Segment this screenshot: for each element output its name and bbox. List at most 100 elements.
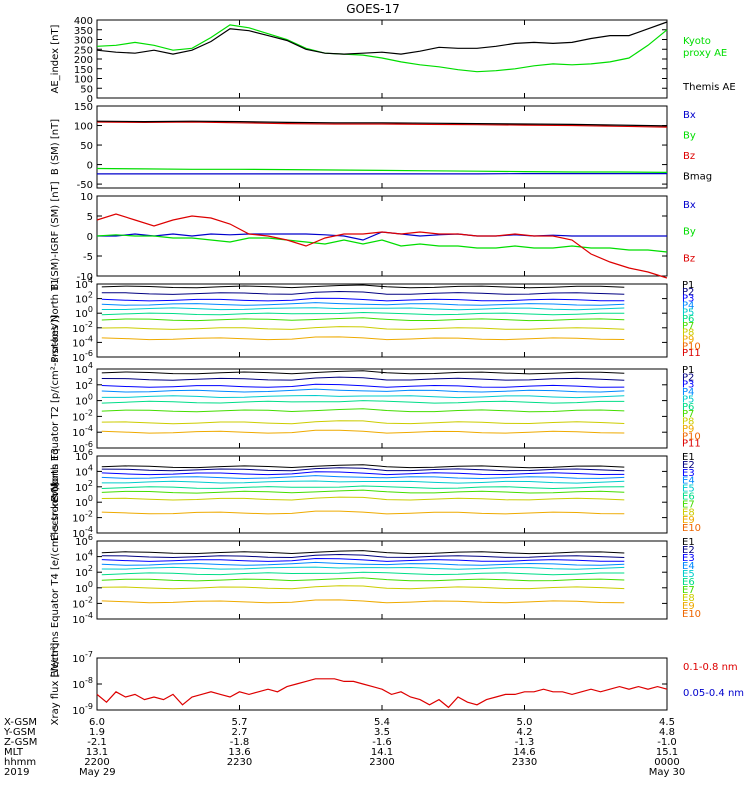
channel-line-E6 (101, 571, 625, 576)
channel-label: E3 (682, 553, 695, 564)
channel-line-P8 (101, 420, 625, 425)
y-tick-label: 10-4 (72, 424, 93, 439)
legend-entry: 0.05-0.4 nm (683, 688, 744, 699)
y-tick-label: 106 (75, 533, 93, 548)
ephem-value: 15.1 (656, 747, 678, 758)
ephem-value: 5.7 (232, 717, 248, 728)
y-tick-label: 10-4 (72, 525, 93, 540)
channel-label: P8 (682, 328, 694, 339)
panel-frame (96, 105, 668, 189)
channel-label: P11 (682, 439, 701, 450)
y-tick-label: 10-6 (72, 349, 93, 364)
channel-label: P3 (682, 294, 694, 305)
channel-label: E7 (682, 499, 695, 510)
ephem-row-label: hhmm (4, 757, 36, 768)
ephem-value: 5.4 (374, 717, 390, 728)
channel-line-P1 (101, 284, 625, 289)
legend-entry: Bz (683, 253, 695, 264)
channel-label: E4 (682, 476, 695, 487)
channel-label: P8 (682, 417, 694, 428)
panel-frame (96, 19, 668, 99)
y-tick-label: 10-4 (72, 334, 93, 349)
channel-label: P4 (682, 300, 694, 311)
channel-line-P4 (101, 388, 625, 393)
ephem-row-label: X-GSM (4, 717, 37, 728)
y-tick-label: 100 (75, 580, 93, 595)
y-axis-label: Xray flux [W/m²] (50, 643, 61, 726)
channel-label: E4 (682, 561, 695, 572)
ephem-value: -1.8 (230, 737, 250, 748)
y-tick-label: 100 (75, 494, 93, 509)
legend-entry: By (683, 131, 696, 142)
y-tick-label: 102 (75, 479, 93, 494)
channel-line-P4 (101, 302, 625, 306)
channel-line-E5 (101, 566, 625, 570)
legend-entry: 0.1-0.8 nm (683, 662, 738, 673)
channel-line-P6 (101, 311, 625, 316)
channel-line-P2 (101, 376, 625, 381)
ephem-value: 0000 (654, 757, 679, 768)
y-tick-label: 0 (87, 161, 93, 172)
channel-label: E1 (682, 537, 695, 548)
series-ae-0 (96, 24, 668, 73)
series-bigrf-1 (96, 234, 668, 253)
ephem-value: 13.1 (86, 747, 108, 758)
y-tick-label: -50 (77, 180, 93, 191)
channel-label: P1 (682, 365, 694, 376)
channel-label: P10 (682, 341, 701, 352)
channel-line-E8 (101, 585, 625, 590)
series-bigrf-0 (97, 231, 667, 241)
ephem-value: -2.1 (87, 737, 107, 748)
channel-line-E1 (101, 550, 625, 555)
series-xray-0 (96, 678, 668, 709)
channel-label: P5 (682, 394, 694, 405)
y-tick-label: 10-7 (72, 650, 93, 665)
y-axis-label: Electrons Equator T4 [e/(cm²-s-sr-keV)] (50, 482, 61, 677)
y-tick-label: 150 (74, 102, 93, 113)
ephem-row-label: 2019 (4, 767, 29, 778)
ephem-value: 4.8 (659, 727, 675, 738)
figure-title: GOES-17 (346, 2, 400, 16)
channel-label: E6 (682, 492, 695, 503)
y-axis-label: B (SM) [nT] (50, 119, 61, 175)
channel-line-P9 (101, 336, 625, 341)
panel-frame (96, 368, 668, 449)
y-tick-label: 104 (75, 549, 93, 564)
channel-line-P5 (101, 307, 625, 311)
y-tick-label: 106 (75, 448, 93, 463)
ephem-value: 6.0 (89, 717, 105, 728)
legend-entry: Kyoto (683, 36, 711, 47)
series-bsm-3 (96, 120, 668, 127)
channel-label: P3 (682, 380, 694, 391)
channel-label: E10 (682, 523, 701, 534)
channel-label: E8 (682, 507, 695, 518)
ephem-value: -1.3 (515, 737, 535, 748)
channel-label: E5 (682, 569, 695, 580)
legend-entry: Bx (683, 110, 696, 121)
channel-label: E1 (682, 452, 695, 463)
legend-entry: Bz (683, 151, 695, 162)
ephem-value: 2300 (369, 757, 394, 768)
channel-line-E7 (101, 489, 625, 494)
legend-entry: Themis AE (682, 82, 736, 93)
channel-line-P2 (101, 290, 625, 295)
y-tick-label: 50 (80, 84, 93, 95)
channel-line-E9 (101, 599, 625, 604)
panel-bsm: -50 0 50 100 150 B (SM) [nT] Bx By Bz Bmag (50, 102, 712, 191)
y-tick-label: 350 (74, 26, 93, 37)
y-tick-label: 100 (75, 393, 93, 408)
y-tick-label: 10-8 (72, 676, 93, 691)
channel-label: P7 (682, 409, 694, 420)
y-tick-label: 150 (74, 65, 93, 76)
y-tick-label: 102 (75, 377, 93, 392)
legend-entry: By (683, 227, 696, 238)
y-tick-label: -10 (77, 272, 93, 283)
y-tick-label: 104 (75, 361, 93, 376)
channel-label: E2 (682, 545, 695, 556)
ephem-value: May 29 (79, 767, 116, 778)
channel-label: P9 (682, 335, 694, 346)
panel-xray: 10-9 10-8 10-7 Xray flux [W/m²] 0.1-0.8 nm 0.… (50, 643, 744, 726)
